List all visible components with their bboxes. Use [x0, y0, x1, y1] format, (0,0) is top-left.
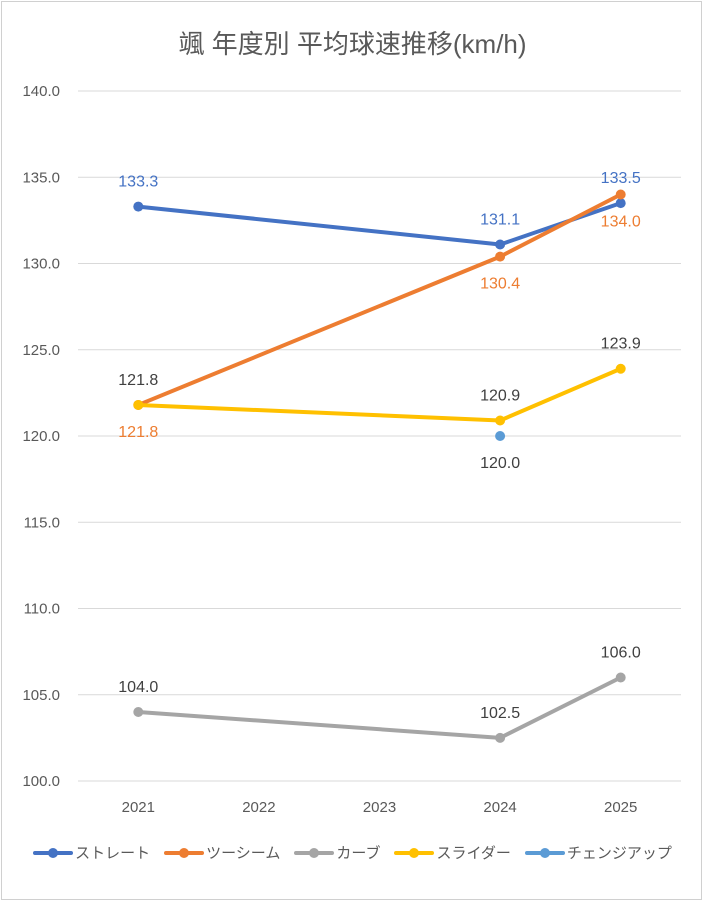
series-line-2 [136, 675, 623, 740]
y-tick-label: 140.0 [22, 83, 60, 100]
legend-label: スライダー [436, 845, 511, 862]
y-tick-label: 130.0 [22, 256, 60, 273]
data-label: 104.0 [118, 679, 158, 696]
chart-title: 颯 年度別 平均球速推移(km/h) [178, 29, 527, 59]
data-label: 121.8 [118, 372, 158, 389]
legend-item: チェンジアップ [524, 842, 672, 863]
data-point [495, 415, 506, 426]
x-tick-label: 2024 [483, 799, 516, 816]
data-label: 134.0 [601, 214, 641, 231]
y-tick-label: 100.0 [22, 773, 60, 790]
y-tick-label: 135.0 [22, 169, 60, 186]
legend-item: ストレート [33, 842, 150, 863]
legend-marker-icon [33, 847, 74, 858]
data-point [133, 201, 144, 212]
legend: ストレート ツーシーム カーブ スライダー チェンジアップ [0, 842, 705, 863]
legend-item: カーブ [294, 842, 380, 863]
data-label: 120.9 [480, 387, 520, 404]
data-point [615, 363, 626, 374]
data-point [615, 198, 626, 209]
y-tick-label: 115.0 [24, 514, 60, 531]
legend-marker-icon [524, 847, 565, 858]
data-point [495, 431, 506, 441]
x-tick-label: 2025 [604, 799, 637, 816]
data-label: 120.0 [480, 455, 520, 472]
y-tick-label: 110.0 [24, 601, 60, 618]
x-tick-label: 2021 [122, 799, 155, 816]
y-tick-label: 120.0 [22, 428, 60, 445]
data-point [615, 189, 626, 200]
y-tick-label: 105.0 [22, 687, 60, 704]
data-label: 121.8 [118, 424, 158, 441]
y-tick-label: 125.0 [22, 342, 60, 359]
legend-label: カーブ [336, 845, 381, 862]
legend-label: ツーシーム [206, 845, 281, 862]
data-label: 102.5 [480, 705, 520, 722]
data-point [495, 239, 506, 250]
data-point [495, 732, 506, 743]
data-label: 130.4 [480, 276, 520, 293]
x-tick-label: 2022 [242, 799, 275, 816]
data-label: 106.0 [601, 645, 641, 662]
data-point [615, 672, 626, 683]
legend-marker-icon [294, 847, 335, 858]
data-label: 133.3 [118, 174, 158, 191]
x-tick-label: 2023 [363, 799, 396, 816]
data-point [133, 399, 144, 410]
legend-item: スライダー [394, 842, 511, 863]
data-point [495, 251, 506, 262]
legend-label: ストレート [75, 845, 151, 862]
data-point [133, 707, 144, 717]
series-line-0 [136, 201, 623, 247]
data-label: 133.5 [601, 170, 641, 187]
legend-marker-icon [394, 847, 435, 858]
data-label: 123.9 [601, 336, 641, 353]
legend-item: ツーシーム [164, 842, 280, 863]
legend-marker-icon [164, 847, 205, 858]
legend-label: チェンジアップ [566, 845, 672, 862]
data-label: 131.1 [480, 212, 520, 229]
